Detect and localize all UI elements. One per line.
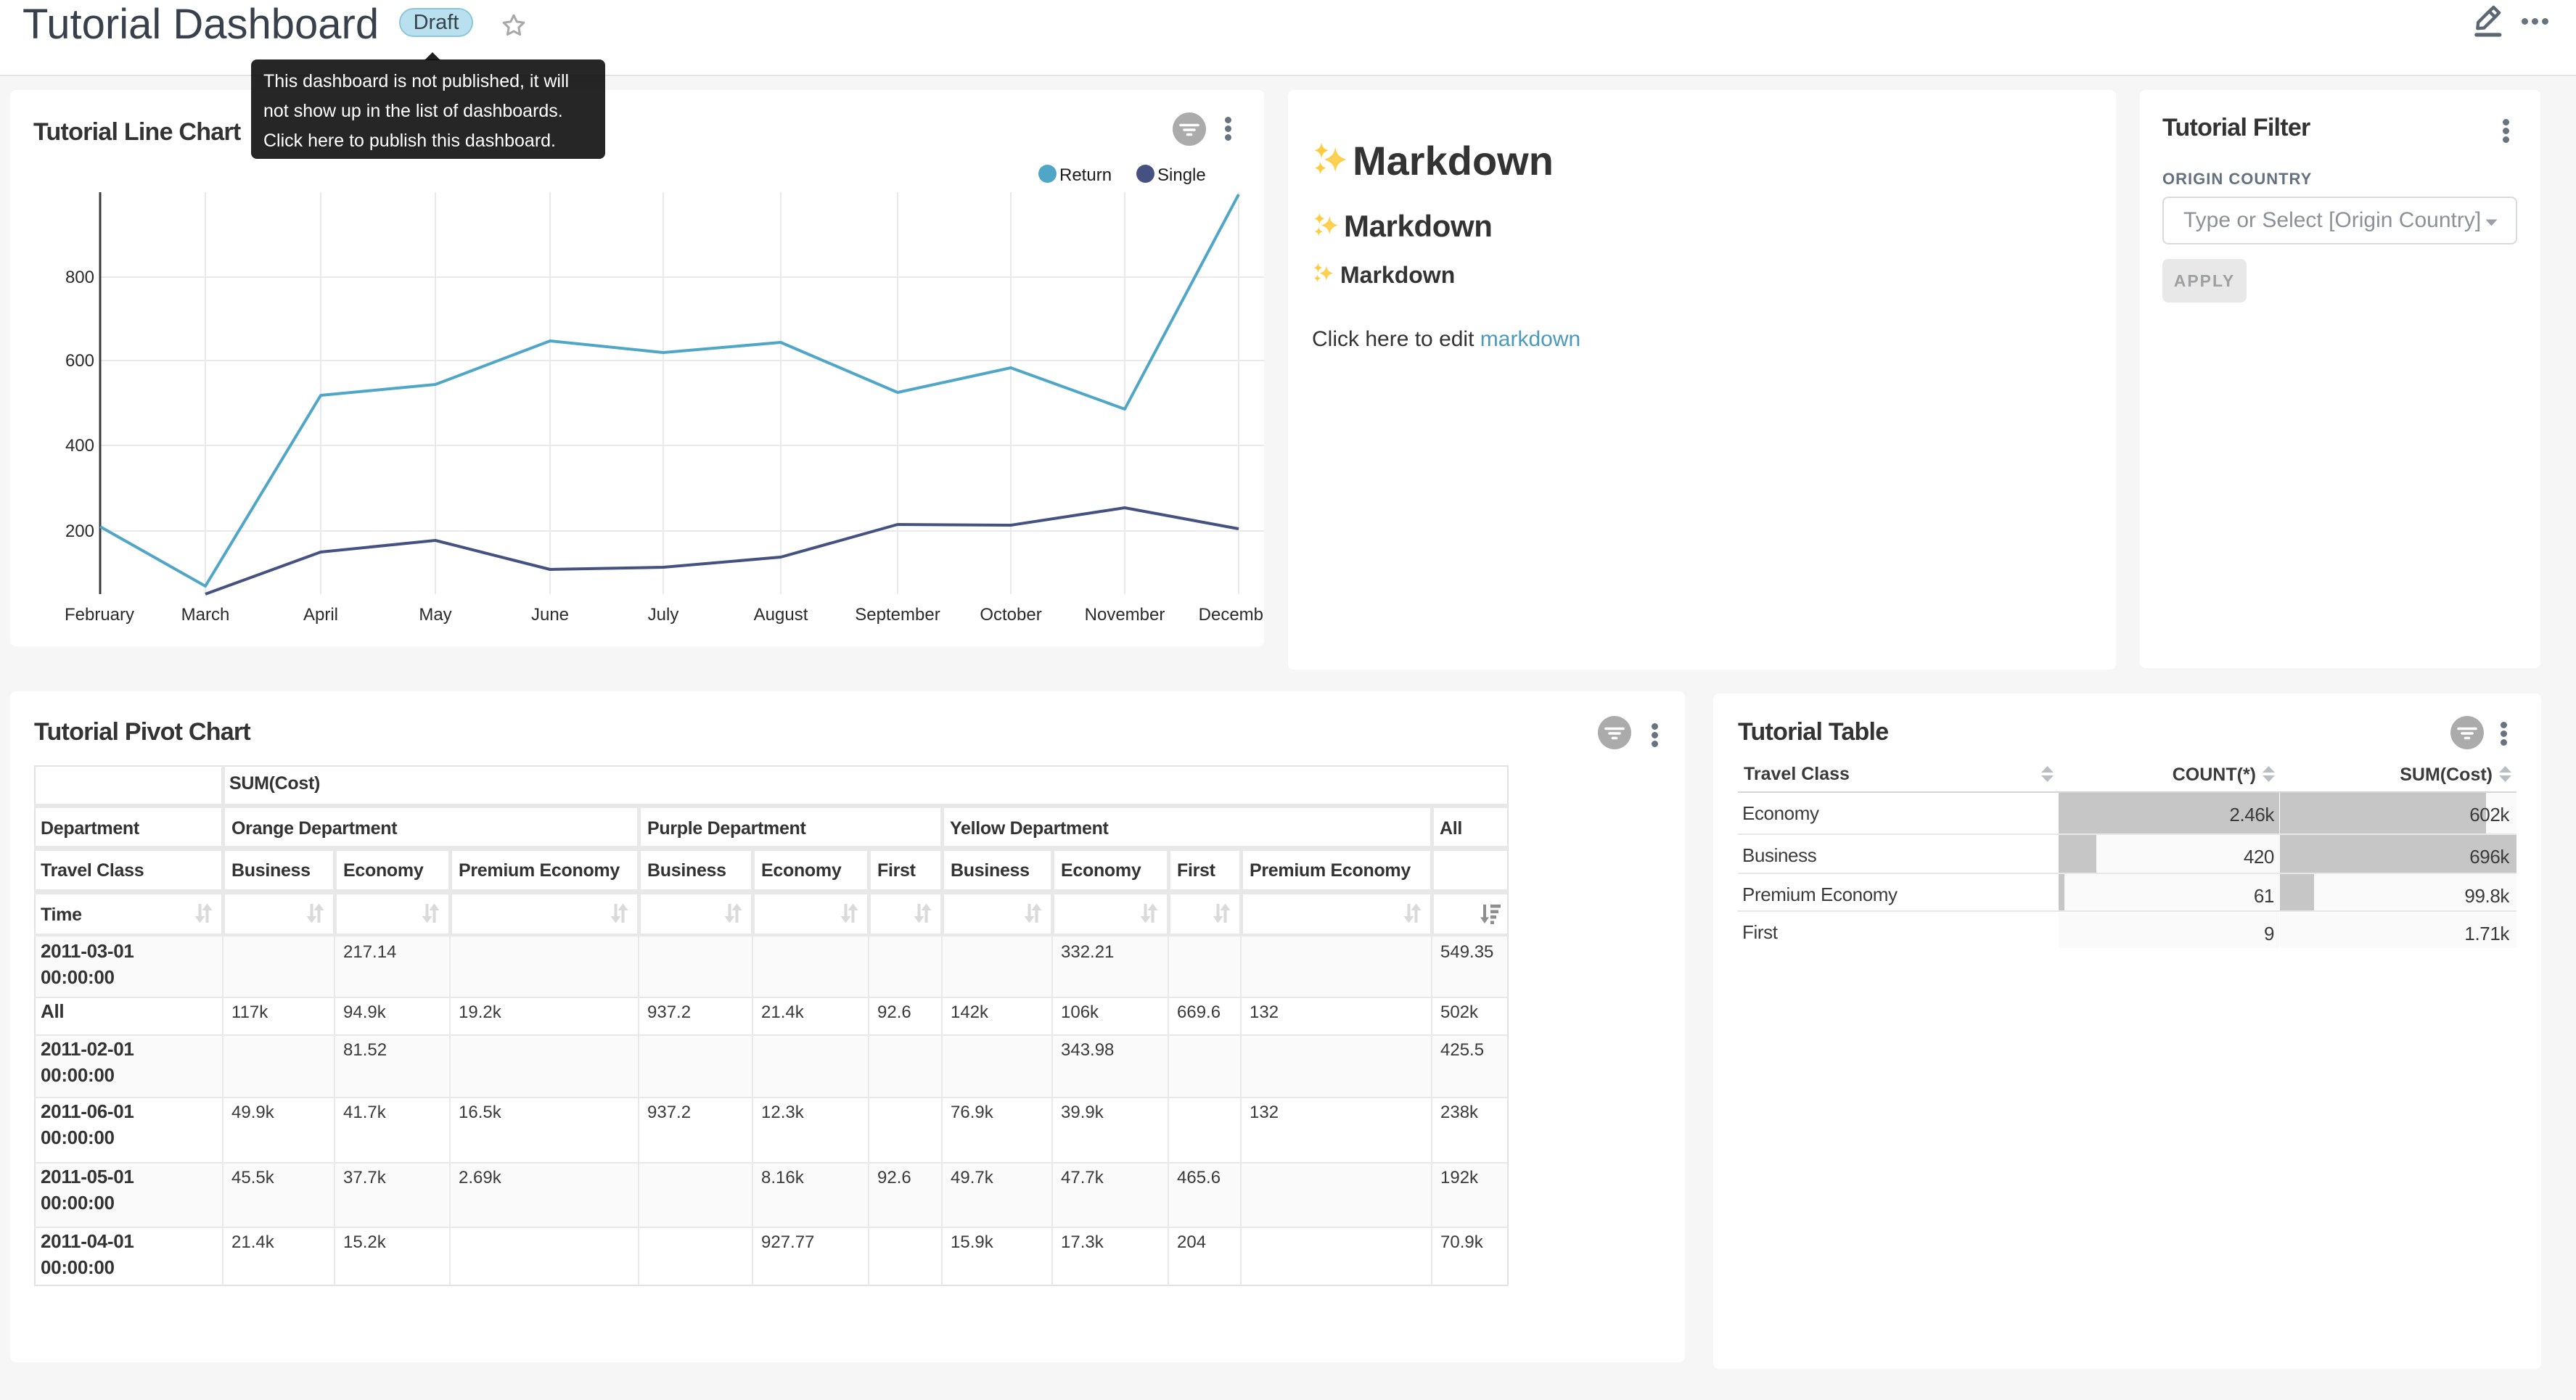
svg-text:37.7k: 37.7k (343, 1168, 387, 1187)
svg-text:00:00:00: 00:00:00 (41, 1256, 115, 1278)
svg-text:July: July (648, 605, 679, 625)
svg-text:47.7k: 47.7k (1061, 1168, 1104, 1187)
svg-text:Economy: Economy (343, 860, 424, 881)
svg-text:92.6: 92.6 (877, 1168, 911, 1187)
svg-text:March: March (181, 605, 230, 625)
svg-text:SUM(Cost): SUM(Cost) (229, 773, 320, 794)
svg-text:400: 400 (65, 436, 94, 456)
svg-text:16.5k: 16.5k (459, 1103, 502, 1122)
svg-text:49.7k: 49.7k (951, 1168, 994, 1187)
svg-text:First: First (877, 860, 916, 881)
svg-text:2011-03-01: 2011-03-01 (41, 940, 134, 962)
svg-text:49.9k: 49.9k (231, 1103, 275, 1122)
svg-text:2011-06-01: 2011-06-01 (41, 1100, 134, 1122)
svg-text:May: May (419, 605, 451, 625)
svg-text:00:00:00: 00:00:00 (41, 1192, 115, 1214)
svg-text:106k: 106k (1061, 1002, 1099, 1022)
svg-text:204: 204 (1177, 1232, 1206, 1252)
svg-text:502k: 502k (1440, 1002, 1479, 1022)
svg-text:2011-05-01: 2011-05-01 (41, 1166, 134, 1187)
svg-text:669.6: 669.6 (1177, 1002, 1221, 1022)
svg-text:April: April (303, 605, 338, 625)
svg-text:June: June (531, 605, 569, 625)
svg-text:549.35: 549.35 (1440, 942, 1493, 962)
svg-text:Economy: Economy (761, 860, 842, 881)
svg-text:132: 132 (1250, 1002, 1279, 1022)
svg-text:Economy: Economy (1061, 860, 1141, 881)
svg-text:76.9k: 76.9k (951, 1103, 994, 1122)
svg-text:February: February (65, 605, 134, 625)
svg-text:Business: Business (647, 860, 726, 881)
svg-text:December: December (1199, 605, 1264, 625)
svg-text:41.7k: 41.7k (343, 1103, 387, 1122)
svg-text:12.3k: 12.3k (761, 1103, 805, 1122)
svg-text:October: October (980, 605, 1041, 625)
svg-text:All: All (1440, 818, 1462, 839)
svg-text:Business: Business (951, 860, 1030, 881)
svg-text:Department: Department (41, 818, 140, 839)
svg-text:425.5: 425.5 (1440, 1040, 1484, 1060)
svg-text:94.9k: 94.9k (343, 1002, 387, 1022)
svg-text:937.2: 937.2 (647, 1103, 691, 1122)
svg-text:Premium Economy: Premium Economy (1250, 860, 1411, 881)
svg-text:Business: Business (231, 860, 311, 881)
svg-text:937.2: 937.2 (647, 1002, 691, 1022)
svg-text:August: August (754, 605, 808, 625)
svg-text:Orange Department: Orange Department (231, 818, 398, 839)
svg-text:15.2k: 15.2k (343, 1232, 387, 1252)
svg-text:00:00:00: 00:00:00 (41, 966, 115, 988)
svg-text:21.4k: 21.4k (761, 1002, 805, 1022)
svg-text:Time: Time (41, 905, 82, 925)
svg-text:217.14: 217.14 (343, 942, 396, 962)
svg-text:First: First (1177, 860, 1216, 881)
svg-text:117k: 117k (231, 1002, 268, 1022)
svg-text:2011-02-01: 2011-02-01 (41, 1038, 134, 1060)
svg-text:45.5k: 45.5k (231, 1168, 275, 1187)
svg-text:600: 600 (65, 351, 94, 371)
svg-text:800: 800 (65, 268, 94, 287)
svg-text:70.9k: 70.9k (1440, 1232, 1484, 1252)
svg-text:November: November (1085, 605, 1165, 625)
svg-text:132: 132 (1250, 1103, 1279, 1122)
svg-text:00:00:00: 00:00:00 (41, 1064, 115, 1086)
svg-text:238k: 238k (1440, 1103, 1479, 1122)
svg-text:15.9k: 15.9k (951, 1232, 994, 1252)
svg-text:19.2k: 19.2k (459, 1002, 502, 1022)
svg-text:200: 200 (65, 522, 94, 541)
svg-text:Travel Class: Travel Class (41, 860, 144, 881)
svg-text:332.21: 332.21 (1061, 942, 1114, 962)
svg-text:Yellow Department: Yellow Department (950, 818, 1109, 839)
svg-text:343.98: 343.98 (1061, 1040, 1114, 1060)
svg-text:September: September (855, 605, 940, 625)
svg-text:142k: 142k (951, 1002, 989, 1022)
svg-text:17.3k: 17.3k (1061, 1232, 1104, 1252)
svg-text:8.16k: 8.16k (761, 1168, 805, 1187)
svg-text:192k: 192k (1440, 1168, 1479, 1187)
svg-text:00:00:00: 00:00:00 (41, 1127, 115, 1148)
svg-text:81.52: 81.52 (343, 1040, 387, 1060)
svg-text:465.6: 465.6 (1177, 1168, 1221, 1187)
svg-text:2.69k: 2.69k (459, 1168, 502, 1187)
svg-text:2011-04-01: 2011-04-01 (41, 1230, 134, 1252)
svg-text:All: All (41, 1000, 64, 1022)
svg-text:927.77: 927.77 (761, 1232, 814, 1252)
svg-text:Premium Economy: Premium Economy (459, 860, 620, 881)
svg-text:21.4k: 21.4k (231, 1232, 275, 1252)
svg-text:92.6: 92.6 (877, 1002, 911, 1022)
svg-text:Purple Department: Purple Department (647, 818, 807, 839)
svg-text:39.9k: 39.9k (1061, 1103, 1104, 1122)
